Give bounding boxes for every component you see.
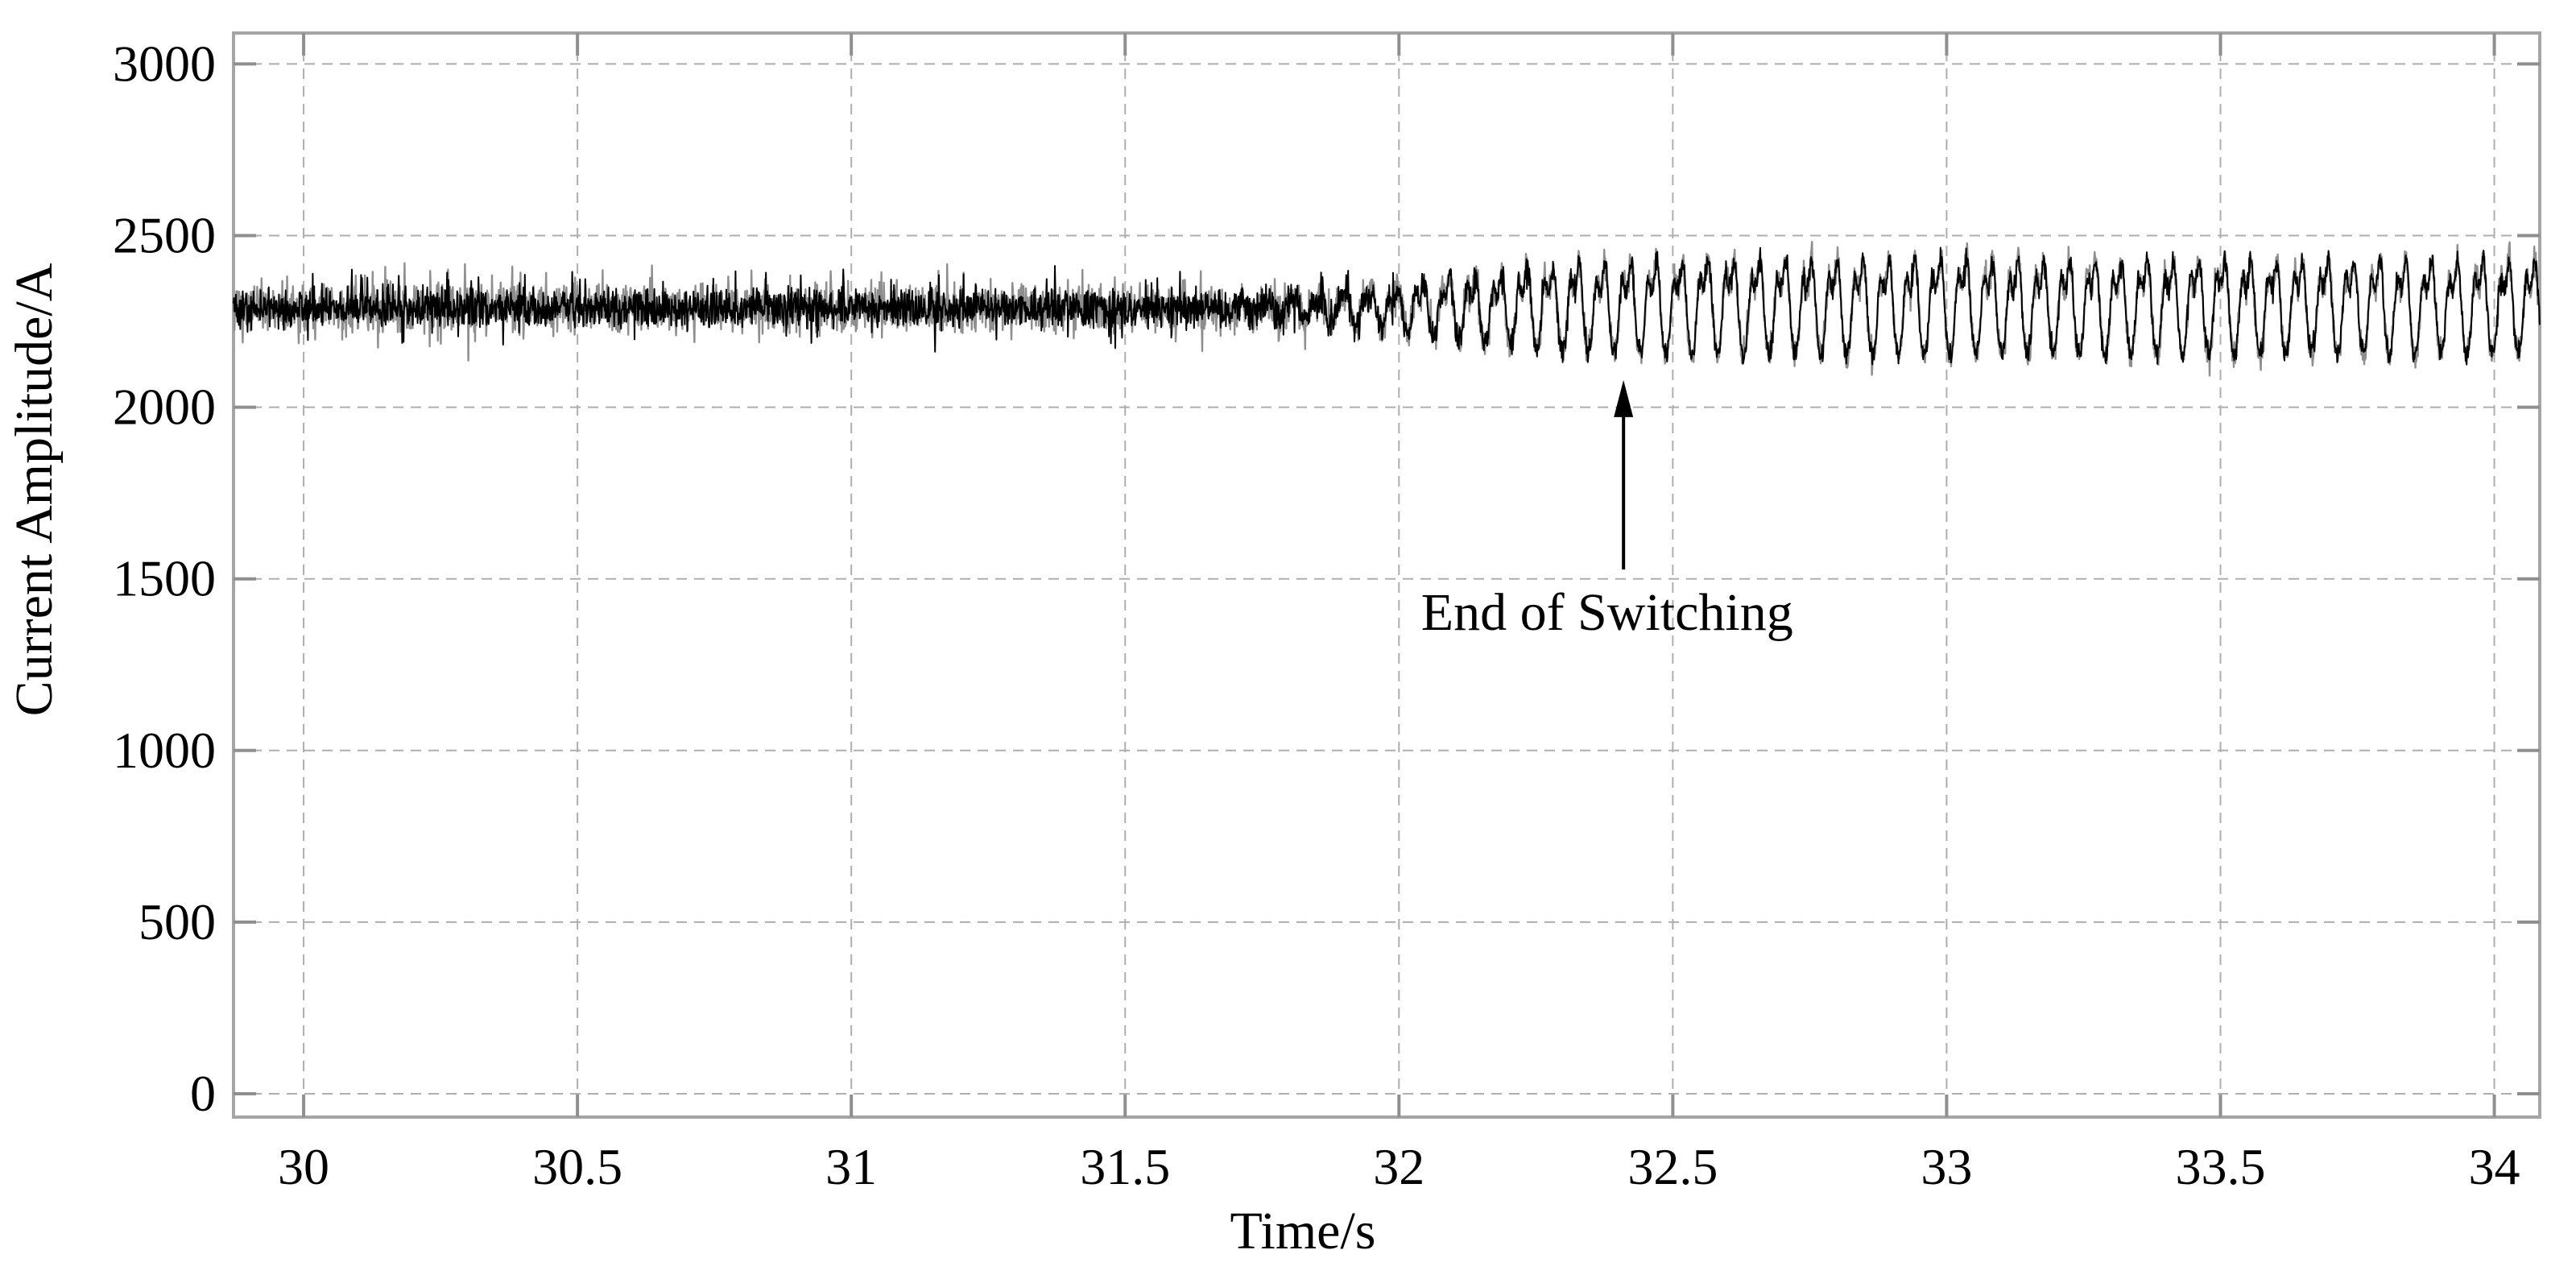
y-axis-label: Current Amplitude/A bbox=[5, 263, 64, 716]
y-tick-label: 2000 bbox=[113, 379, 216, 436]
x-tick-label: 30.5 bbox=[532, 1138, 622, 1195]
x-tick-labels: 30 30.5 31 31.5 32 32.5 33 33.5 34 bbox=[278, 1138, 2520, 1195]
annotation-label: End of Switching bbox=[1421, 583, 1793, 642]
y-tick-label: 1500 bbox=[113, 550, 216, 607]
x-tick-label: 31.5 bbox=[1080, 1138, 1170, 1195]
x-tick-label: 32 bbox=[1373, 1138, 1424, 1195]
signal-trace bbox=[233, 246, 2541, 366]
x-tick-label: 30 bbox=[278, 1138, 329, 1195]
x-tick-label: 33 bbox=[1921, 1138, 1972, 1195]
y-tick-label: 3000 bbox=[113, 35, 216, 92]
y-tick-label: 1000 bbox=[113, 722, 216, 779]
y-tick-labels: 0 500 1000 1500 2000 2500 3000 bbox=[113, 35, 216, 1122]
y-tick-label: 2500 bbox=[113, 206, 216, 263]
x-tick-label: 34 bbox=[2469, 1138, 2520, 1195]
axis-frame bbox=[232, 31, 2541, 1119]
annotation-arrowhead-icon bbox=[1614, 379, 1634, 417]
x-axis-label: Time/s bbox=[1230, 1202, 1376, 1260]
axis-ticks bbox=[234, 33, 2540, 1117]
x-tick-label: 31 bbox=[825, 1138, 877, 1195]
y-tick-label: 500 bbox=[139, 893, 216, 950]
gridlines bbox=[234, 33, 2540, 1117]
x-tick-label: 33.5 bbox=[2175, 1138, 2265, 1195]
y-tick-label: 0 bbox=[190, 1065, 216, 1122]
x-tick-label: 32.5 bbox=[1627, 1138, 1718, 1195]
